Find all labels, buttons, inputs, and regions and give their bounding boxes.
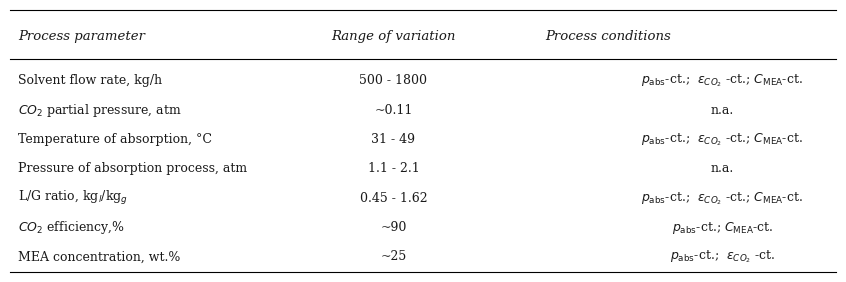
Text: $p_{\rm abs}$-ct.;  $\varepsilon_{CO_2}$ -ct.: $p_{\rm abs}$-ct.; $\varepsilon_{CO_2}$ … [670,249,775,265]
Text: L/G ratio, kg$_l$/kg$_g$: L/G ratio, kg$_l$/kg$_g$ [19,189,129,207]
Text: ~90: ~90 [381,221,407,234]
Text: Process parameter: Process parameter [19,30,146,43]
Text: ~0.11: ~0.11 [374,104,413,117]
Text: Temperature of absorption, °C: Temperature of absorption, °C [19,133,212,146]
Text: 31 - 49: 31 - 49 [371,133,415,146]
Text: Pressure of absorption process, atm: Pressure of absorption process, atm [19,162,247,175]
Text: 1.1 - 2.1: 1.1 - 2.1 [368,162,420,175]
Text: Solvent flow rate, kg/h: Solvent flow rate, kg/h [19,74,162,87]
Text: $p_{\rm abs}$-ct.;  $\varepsilon_{CO_2}$ -ct.; $C_{\rm MEA}$-ct.: $p_{\rm abs}$-ct.; $\varepsilon_{CO_2}$ … [641,73,804,89]
Text: Process conditions: Process conditions [546,30,672,43]
Text: MEA concentration, wt.%: MEA concentration, wt.% [19,250,181,263]
Text: $p_{\rm abs}$-ct.;  $\varepsilon_{CO_2}$ -ct.; $C_{\rm MEA}$-ct.: $p_{\rm abs}$-ct.; $\varepsilon_{CO_2}$ … [641,190,804,206]
Text: $p_{\rm abs}$-ct.;  $\varepsilon_{CO_2}$ -ct.; $C_{\rm MEA}$-ct.: $p_{\rm abs}$-ct.; $\varepsilon_{CO_2}$ … [641,131,804,148]
Text: $CO_2$ partial pressure, atm: $CO_2$ partial pressure, atm [19,102,182,119]
Text: 500 - 1800: 500 - 1800 [360,74,427,87]
Text: 0.45 - 1.62: 0.45 - 1.62 [360,192,427,205]
Text: ~25: ~25 [381,250,407,263]
Text: $p_{\rm abs}$-ct.; $C_{\rm MEA}$-ct.: $p_{\rm abs}$-ct.; $C_{\rm MEA}$-ct. [672,220,773,235]
Text: $CO_2$ efficiency,%: $CO_2$ efficiency,% [19,219,125,236]
Text: n.a.: n.a. [711,104,734,117]
Text: n.a.: n.a. [711,162,734,175]
Text: Range of variation: Range of variation [332,30,456,43]
